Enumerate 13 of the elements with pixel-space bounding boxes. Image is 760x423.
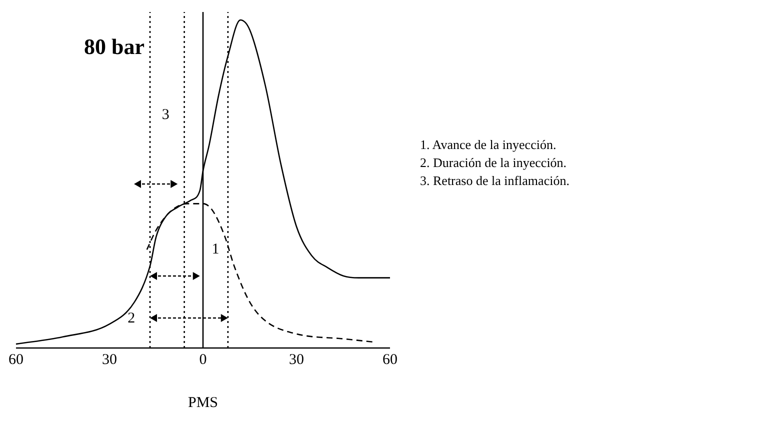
text: 1. Avance de la inyección. (420, 136, 558, 154)
x-tick-label: 30 (102, 352, 117, 368)
annotation: 3 (162, 107, 170, 124)
text: 80 bar (84, 34, 144, 60)
x-tick-label: 60 (382, 352, 398, 368)
x-tick-label: 0 (199, 352, 207, 368)
x-tick-label: 60 (8, 352, 24, 368)
x-axis-title: PMS (188, 394, 218, 411)
x-tick-label: 30 (289, 352, 304, 368)
text: 2. Duración de la inyección. (420, 154, 568, 172)
text: 3. Retraso de la inflamación. (420, 172, 570, 190)
annotation: 2 (128, 310, 136, 326)
annotation: 1 (212, 242, 220, 258)
